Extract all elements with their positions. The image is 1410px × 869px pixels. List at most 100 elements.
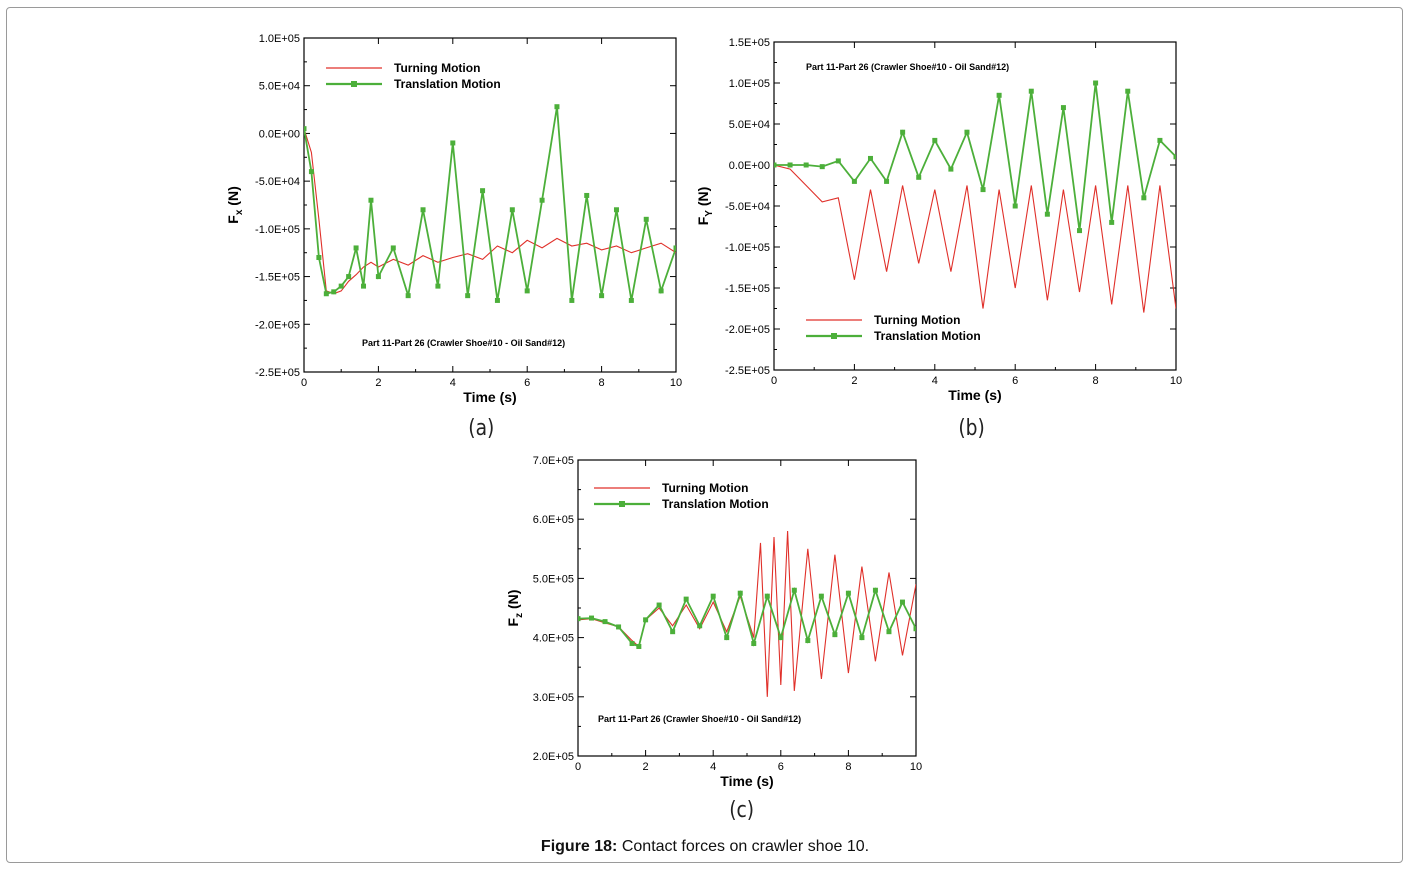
translation-motion-line <box>578 586 916 648</box>
translation-marker <box>578 616 581 622</box>
series-translation <box>774 80 1176 234</box>
translation-marker <box>805 638 811 644</box>
translation-marker <box>524 288 530 294</box>
translation-marker <box>803 162 809 168</box>
x-tick-label: 8 <box>599 377 605 389</box>
legend-label: Turning Motion <box>874 313 960 327</box>
y-tick-label: -1.0E+05 <box>255 224 300 236</box>
translation-marker <box>375 274 381 280</box>
y-axis-label: FY (N) <box>695 187 715 226</box>
translation-marker <box>628 297 634 303</box>
chart-annotation: Part 11-Part 26 (Crawler Shoe#10 - Oil S… <box>806 62 1009 72</box>
translation-marker <box>602 619 608 625</box>
translation-marker <box>658 288 664 294</box>
y-tick-label: -2.0E+05 <box>255 319 300 331</box>
translation-marker <box>913 626 916 632</box>
y-axis-label-unit: (N) <box>505 590 521 613</box>
translation-marker <box>465 293 471 299</box>
legend-label: Translation Motion <box>394 77 501 91</box>
translation-marker <box>480 188 486 194</box>
translation-marker <box>673 245 676 251</box>
legend: Turning Motion Translation Motion <box>594 481 769 511</box>
x-tick-label: 8 <box>845 761 851 773</box>
figure-caption: Figure 18: Contact forces on crawler sho… <box>0 838 1410 856</box>
translation-marker <box>980 187 986 193</box>
translation-marker <box>778 635 784 641</box>
y-tick-label: 6.0E+05 <box>533 514 574 526</box>
y-axis-label-main: F <box>225 215 241 224</box>
x-tick-label: 4 <box>450 377 456 389</box>
series-turning <box>578 530 916 697</box>
translation-marker <box>304 126 307 132</box>
y-tick-label: 1.0E+05 <box>259 33 300 45</box>
translation-marker <box>819 164 825 170</box>
x-tick-label: 2 <box>643 761 649 773</box>
translation-marker <box>845 590 851 596</box>
x-tick-label: 2 <box>851 375 857 387</box>
legend-marker <box>351 81 357 87</box>
translation-marker <box>1109 219 1115 225</box>
x-tick-label: 0 <box>301 377 307 389</box>
y-tick-label: -2.0E+05 <box>725 324 770 336</box>
x-tick-label: 0 <box>575 761 581 773</box>
translation-marker <box>764 593 770 599</box>
translation-marker <box>616 624 622 630</box>
y-axis-label-main: F <box>505 617 521 626</box>
translation-marker <box>643 216 649 222</box>
y-tick-label: 0.0E+00 <box>729 160 770 172</box>
translation-marker <box>308 169 314 175</box>
translation-marker <box>964 129 970 135</box>
translation-marker <box>996 92 1002 98</box>
y-axis-label-unit: (N) <box>695 187 711 210</box>
translation-marker <box>331 289 337 295</box>
translation-marker <box>554 104 560 110</box>
translation-marker <box>353 245 359 251</box>
translation-marker <box>859 635 865 641</box>
translation-marker <box>656 602 662 608</box>
translation-marker <box>683 596 689 602</box>
y-tick-label: -1.5E+05 <box>255 272 300 284</box>
y-axis-label: Fx (N) <box>225 186 245 223</box>
chart-a: 1.0E+05 5.0E+04 0.0E+00 -5.0E+04 -1.0E+05 -1.… <box>225 33 682 405</box>
x-tick-label: 4 <box>932 375 938 387</box>
x-tick-label: 10 <box>670 377 682 389</box>
y-tick-label: -1.0E+05 <box>725 242 770 254</box>
y-tick-label: 5.0E+04 <box>259 81 300 93</box>
translation-marker <box>1125 88 1131 94</box>
legend: Turning Motion Translation Motion <box>326 61 501 91</box>
y-axis-label-sub: x <box>234 209 245 215</box>
legend-label: Translation Motion <box>662 497 769 511</box>
y-tick-label: 5.0E+04 <box>729 119 770 131</box>
x-tick-label: 0 <box>771 375 777 387</box>
translation-marker <box>1060 105 1066 111</box>
y-axis-label-unit: (N) <box>225 186 241 209</box>
x-tick-label: 4 <box>710 761 716 773</box>
translation-marker <box>737 590 743 596</box>
translation-marker <box>636 643 642 649</box>
y-tick-label: 2.0E+05 <box>533 751 574 763</box>
series-turning <box>774 164 1176 313</box>
translation-marker <box>1173 154 1176 160</box>
translation-marker <box>835 158 841 164</box>
translation-motion-line <box>304 106 676 301</box>
turning-motion-line <box>304 128 676 295</box>
translation-marker <box>509 207 515 213</box>
panel-a: 1.0E+05 5.0E+04 0.0E+00 -5.0E+04 -1.0E+05 -1.… <box>220 28 690 408</box>
translation-marker <box>390 245 396 251</box>
translation-marker <box>435 283 441 289</box>
translation-marker <box>368 197 374 203</box>
chart-annotation: Part 11-Part 26 (Crawler Shoe#10 - Oil S… <box>598 714 801 724</box>
y-tick-label: 1.0E+05 <box>729 78 770 90</box>
legend-label: Turning Motion <box>662 481 748 495</box>
translation-marker <box>697 623 703 629</box>
x-tick-label: 2 <box>375 377 381 389</box>
turning-motion-line <box>774 164 1176 313</box>
figure-label: Figure 18: <box>540 838 618 855</box>
translation-marker <box>361 283 367 289</box>
translation-marker <box>1157 137 1163 143</box>
legend: Turning Motion Translation Motion <box>806 313 981 343</box>
y-tick-label: -1.5E+05 <box>725 283 770 295</box>
x-tick-label: 6 <box>778 761 784 773</box>
panel-b: 1.5E+05 1.0E+05 5.0E+04 0.0E+00 -5.0E+04 -1.0… <box>690 28 1190 408</box>
translation-marker <box>1012 203 1018 209</box>
